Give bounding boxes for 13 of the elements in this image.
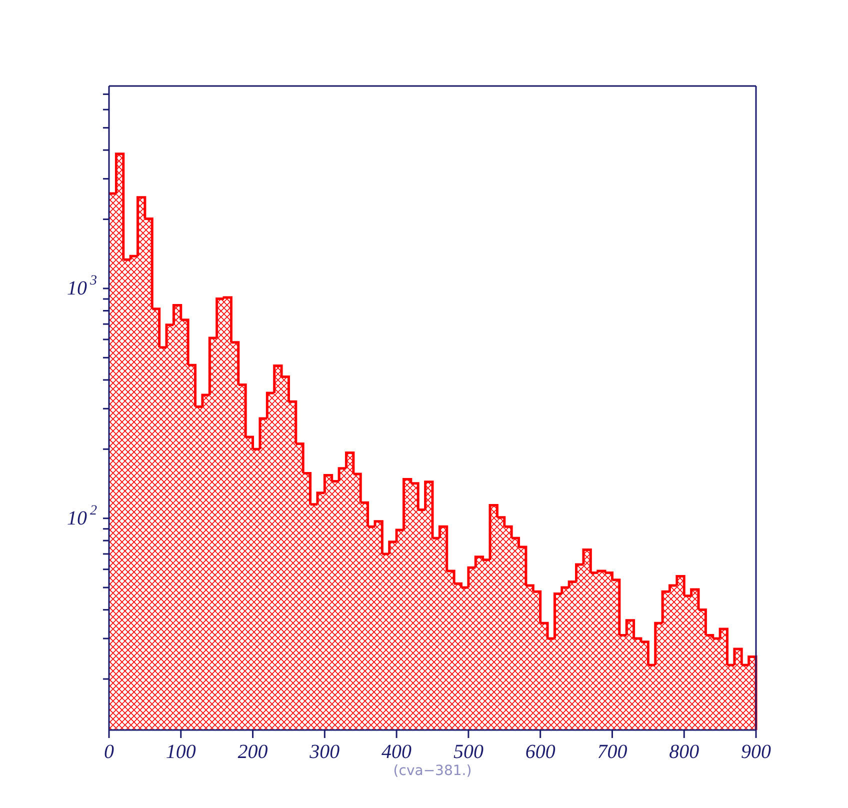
x-tick-label: 700 (597, 741, 628, 763)
x-tick-label: 800 (669, 741, 700, 763)
text: (cva−381.) (392, 763, 473, 779)
x-tick-label: 900 (741, 741, 771, 763)
x-tick-label: 400 (382, 741, 412, 763)
y-tick-label: 10$^{2}$ (67, 503, 97, 530)
x-tick-label: 100 (166, 741, 196, 763)
x-tick-label: 300 (308, 741, 340, 763)
x-tick-label: 200 (238, 741, 268, 763)
y-tick-label: 10$^{3}$ (67, 273, 97, 300)
x-tick-label: 600 (525, 741, 556, 763)
x-tick-label: 0 (104, 741, 114, 763)
x-tick-label: 500 (453, 741, 484, 763)
